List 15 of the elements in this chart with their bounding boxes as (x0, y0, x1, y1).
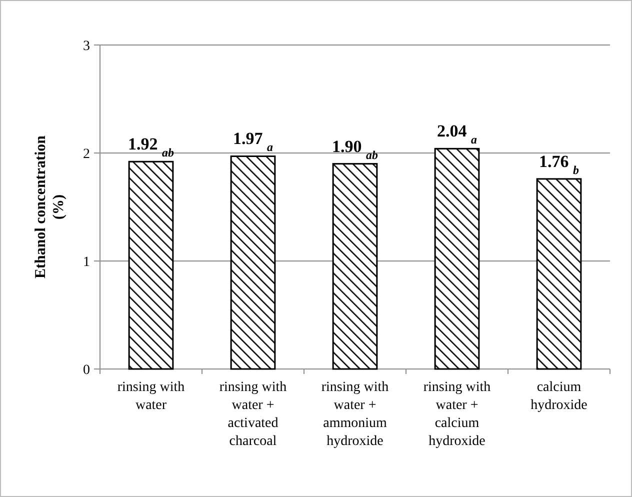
y-tick-label: 1 (83, 254, 90, 270)
x-tick-label: rinsing with water + activated charcoal (219, 380, 287, 449)
data-label: 1.97 $_{a}$ (233, 129, 274, 154)
y-axis-title: Ethanol concentration (%) (33, 134, 67, 278)
data-label: 1.76 $_{b}$ (539, 152, 580, 177)
data-label: 1.92 $_{ab}$ (128, 134, 174, 160)
y-tick-label: 3 (83, 38, 90, 54)
data-label: 2.04 $_{a}$ (437, 122, 478, 147)
x-tick-label: rinsing with water + calcium hydroxide (423, 380, 491, 449)
y-tick-label: 2 (83, 146, 90, 162)
x-tick-label: rinsing with water + ammonium hydroxide (321, 380, 389, 449)
x-tick-label: calcium hydroxide (530, 380, 588, 413)
y-tick-label: 0 (83, 362, 90, 378)
data-label: 1.90 $_{ab}$ (332, 136, 378, 162)
x-tick-label: rinsing with water (117, 380, 185, 413)
